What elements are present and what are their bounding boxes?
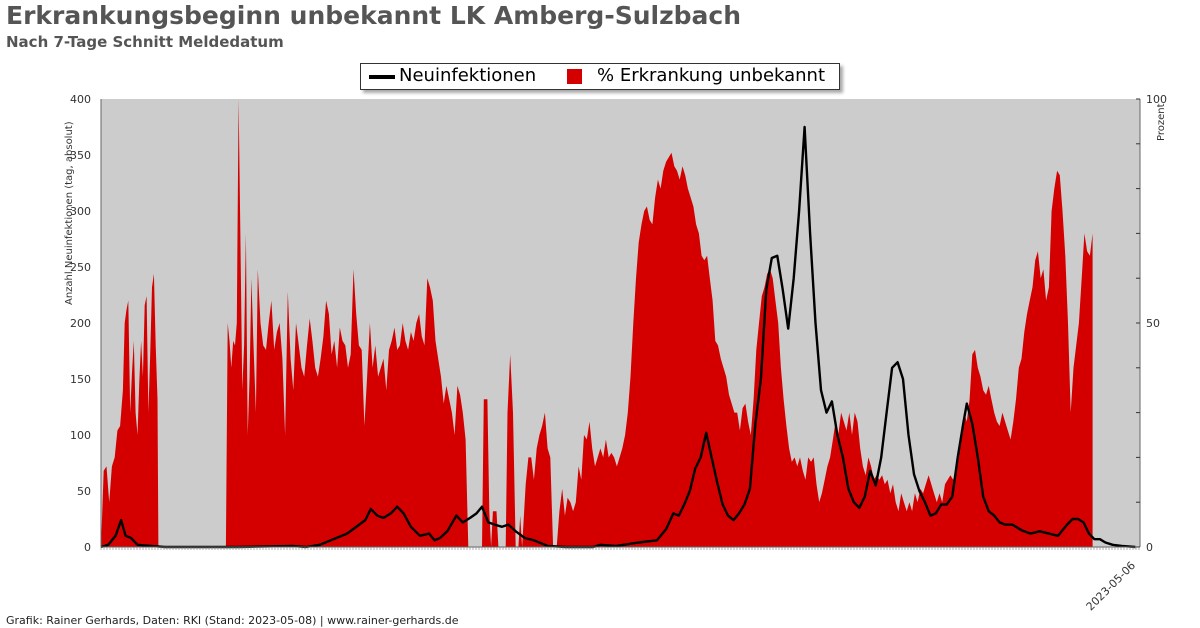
- chart-title: Erkrankungsbeginn unbekannt LK Amberg-Su…: [6, 1, 741, 30]
- y-tick-left-100: 100: [70, 429, 91, 442]
- legend-label-erkrankung-unbekannt: % Erkrankung unbekannt: [597, 65, 826, 86]
- y-tick-right-100: 100: [1146, 93, 1167, 106]
- y-tick-right-0: 0: [1146, 541, 1153, 554]
- y-axis-right-title: Prozent: [1156, 103, 1167, 141]
- chart-legend: Neuinfektionen % Erkrankung unbekannt: [360, 63, 840, 90]
- y-tick-right-50: 50: [1146, 317, 1160, 330]
- y-tick-left-350: 350: [70, 149, 91, 162]
- y-tick-left-0: 0: [84, 541, 91, 554]
- y-axis-left-title: Anzahl Neuinfektionen (tag, absolut): [64, 121, 75, 305]
- legend-swatch-neuinfektionen: [369, 75, 395, 79]
- y-tick-left-300: 300: [70, 205, 91, 218]
- legend-swatch-erkrankung-unbekannt: [567, 69, 582, 84]
- legend-label-neuinfektionen: Neuinfektionen: [399, 65, 537, 86]
- chart-subtitle: Nach 7-Tage Schnitt Meldedatum: [6, 33, 284, 51]
- series-area-erkrankung-unbekannt: [101, 99, 1093, 547]
- y-tick-left-400: 400: [70, 93, 91, 106]
- x-tick-label-last: 2023-05-06: [1084, 559, 1138, 613]
- chart-footer: Grafik: Rainer Gerhards, Daten: RKI (Sta…: [6, 614, 459, 627]
- y-tick-left-50: 50: [77, 485, 91, 498]
- y-tick-left-250: 250: [70, 261, 91, 274]
- y-tick-left-200: 200: [70, 317, 91, 330]
- y-tick-left-150: 150: [70, 373, 91, 386]
- series-line-neuinfektionen: [100, 125, 1136, 549]
